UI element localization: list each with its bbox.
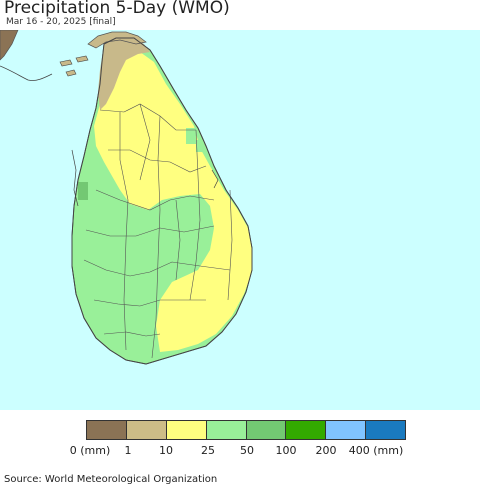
legend-color-scale: [86, 420, 406, 440]
legend-label-7: 400 (mm): [348, 444, 404, 457]
legend-label-5: 100: [275, 444, 297, 457]
source-credit: Source: World Meteorological Organizatio…: [4, 474, 218, 485]
legend-swatch-2: [166, 421, 207, 439]
legend-swatch-5: [286, 421, 327, 439]
legend-label-2: 10: [159, 444, 173, 457]
india-coast-line: [0, 65, 53, 81]
green-patch-east-2: [196, 140, 204, 152]
legend-swatch-7: [366, 421, 405, 439]
sri-lanka-coast: [71, 37, 253, 365]
legend-swatch-6: [326, 421, 367, 439]
legend-labels: 0 (mm) 1 10 25 50 100 200 400 (mm): [0, 444, 480, 458]
tan-zone: [98, 38, 150, 110]
legend-label-3: 25: [201, 444, 215, 457]
legend-swatch-1: [126, 421, 167, 439]
india-coast: [0, 30, 19, 61]
small-islands: [59, 55, 89, 77]
legend-label-6: 200: [315, 444, 337, 457]
yellow-zone: [94, 52, 252, 352]
legend-swatch-3: [206, 421, 247, 439]
coast-fragments: [71, 149, 219, 207]
legend-label-1: 1: [124, 444, 132, 457]
district-boundaries: [83, 103, 233, 359]
legend-label-0: 0 (mm): [69, 444, 111, 457]
tan-northern-tip: [87, 31, 147, 49]
legend-swatch-0: [87, 421, 127, 439]
map-date-range: Mar 16 - 20, 2025 [final]: [6, 17, 116, 27]
legend-swatch-4: [246, 421, 287, 439]
legend-label-4: 50: [240, 444, 254, 457]
green-patch-west: [78, 182, 88, 200]
map-title: Precipitation 5-Day (WMO): [4, 0, 230, 18]
precipitation-map: [0, 30, 480, 410]
green-patch-east: [186, 128, 196, 144]
